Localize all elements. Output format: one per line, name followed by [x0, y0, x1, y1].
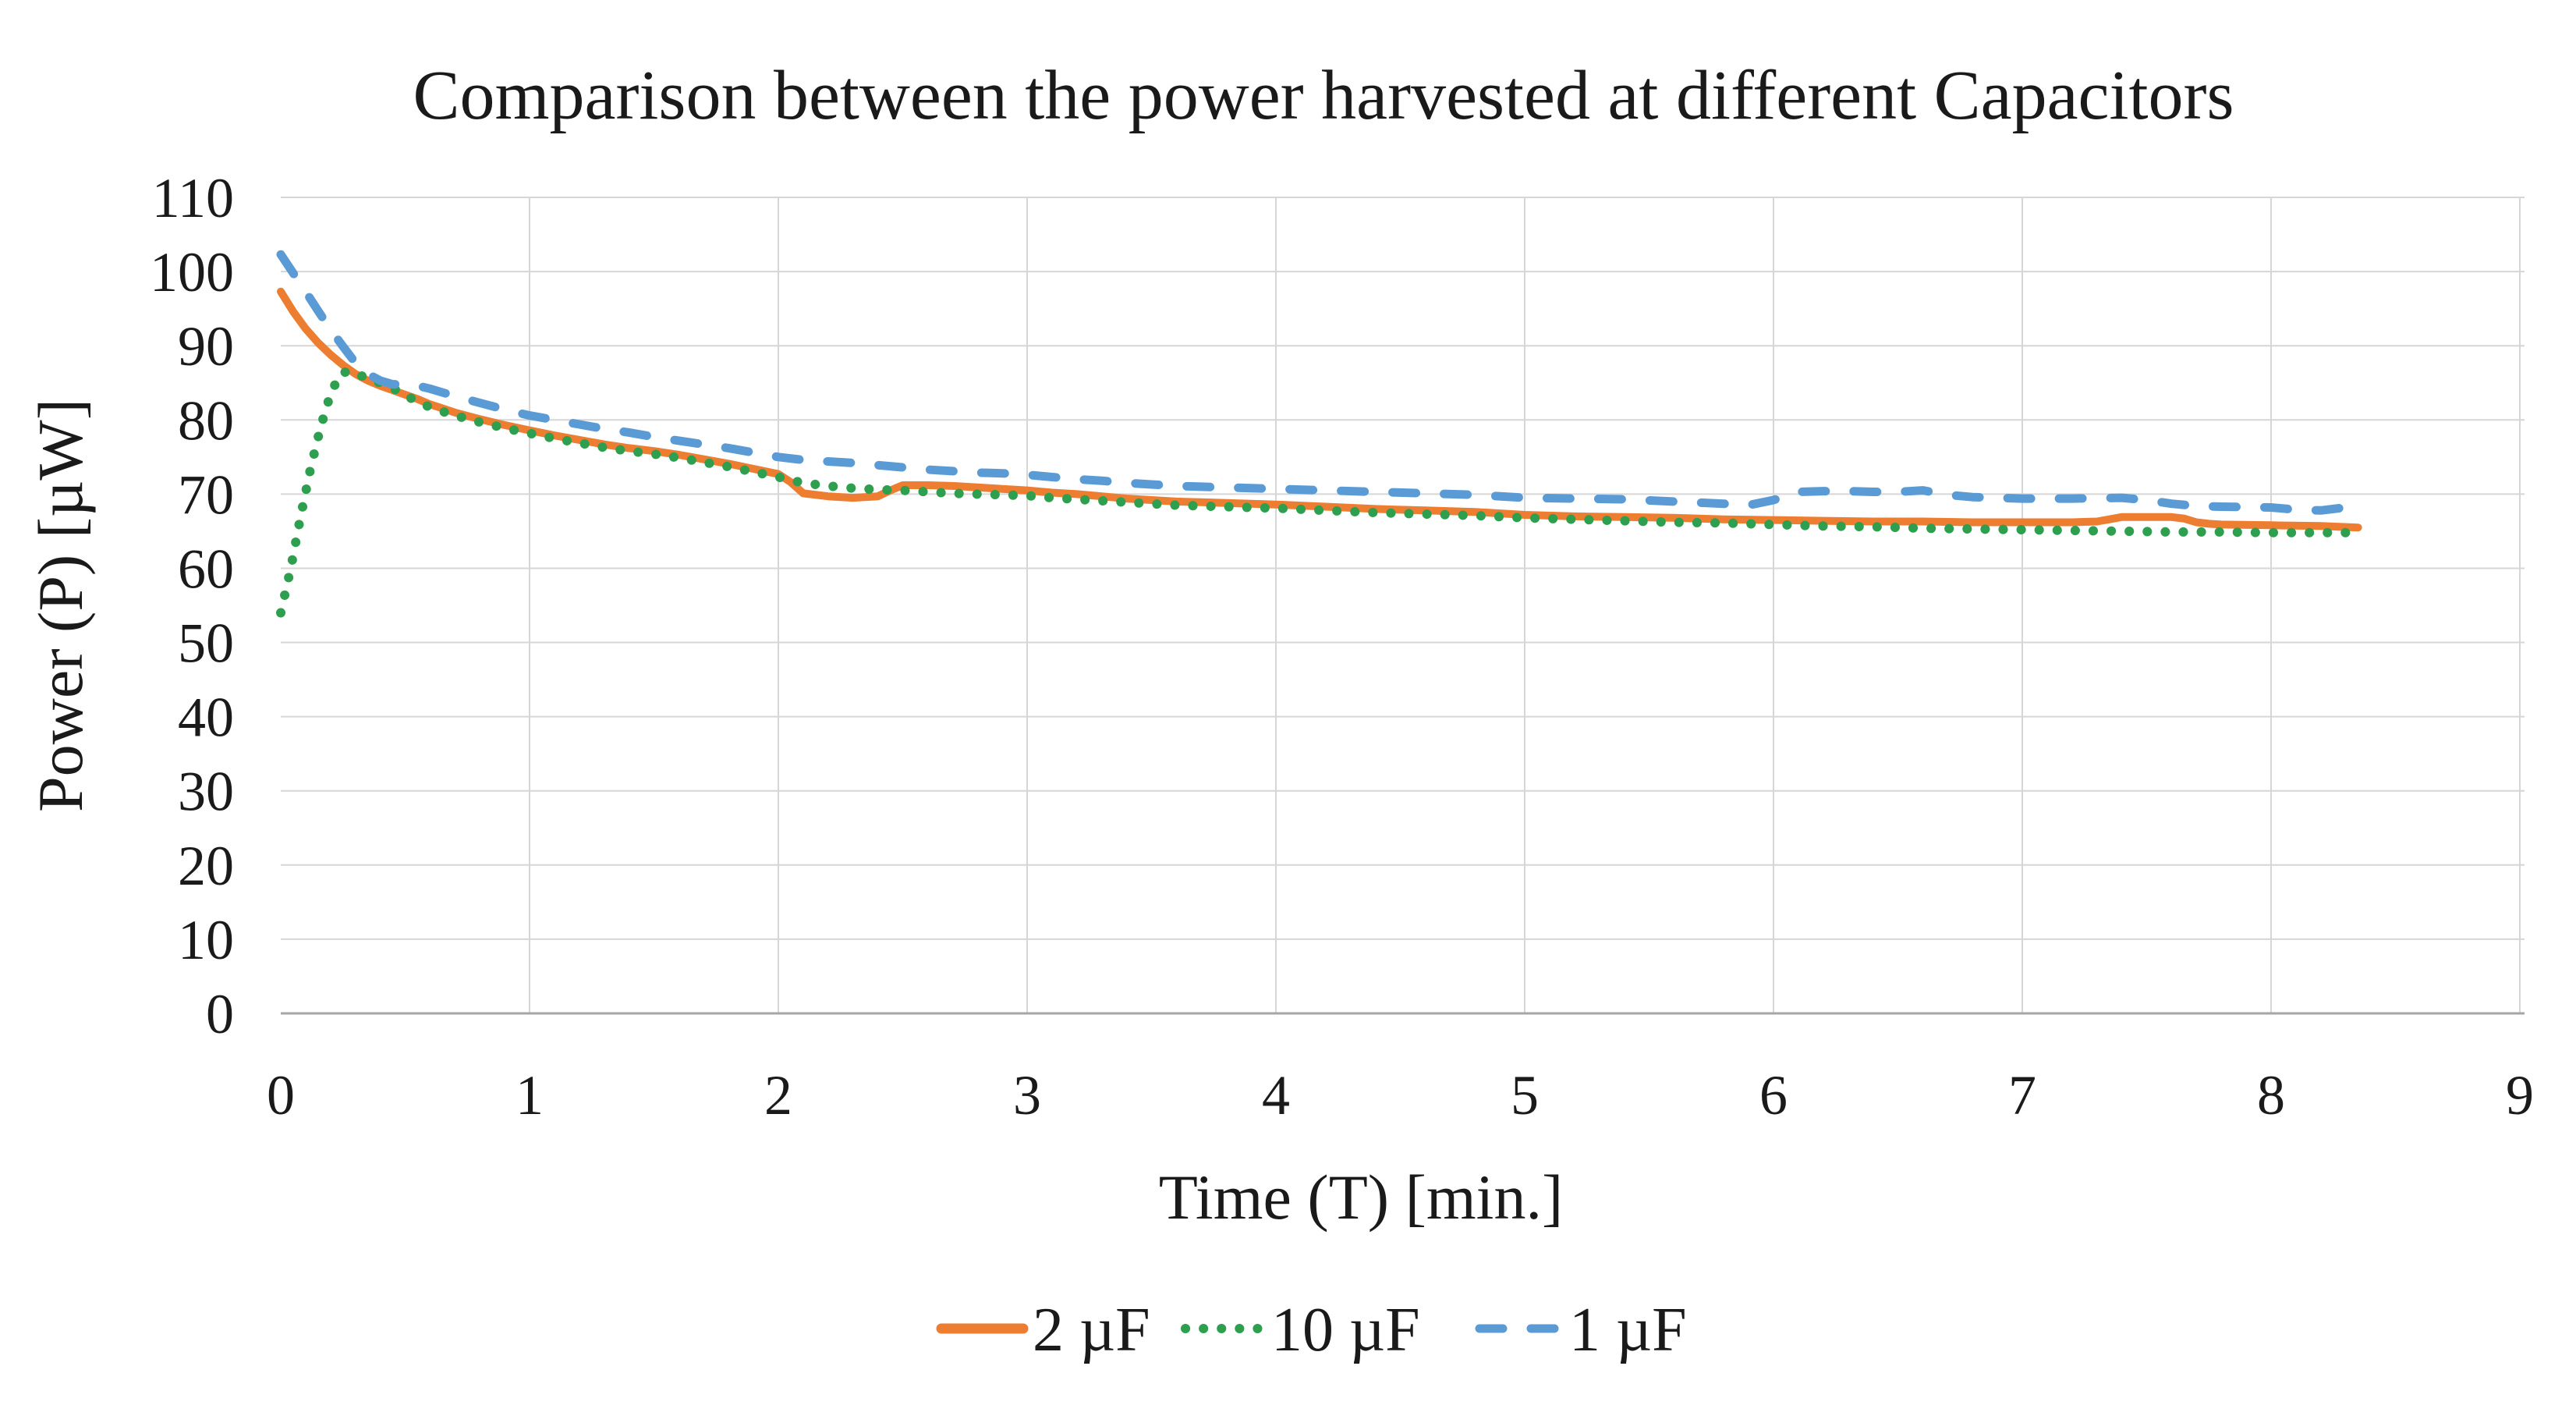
x-tick-label-7: 7: [2008, 1064, 2036, 1126]
legend: 2 µF 10 µF 1 µF: [936, 1296, 1687, 1364]
y-tick-label-100: 100: [150, 241, 234, 303]
x-axis-tick-labels: 0 1 2 3 4 5 6 7 8 9: [267, 1064, 2534, 1126]
y-tick-label-60: 60: [178, 538, 234, 601]
series-line-1µF: [276, 250, 2363, 515]
x-tick-label-5: 5: [1511, 1064, 1539, 1126]
legend-label-10uF: 10 µF: [1271, 1296, 1420, 1364]
y-axis-title: Power (P) [µW]: [25, 399, 96, 812]
x-tick-label-2: 2: [764, 1064, 792, 1126]
x-tick-label-1: 1: [516, 1064, 544, 1126]
series-line-10µF: [276, 366, 2363, 618]
y-tick-label-20: 20: [178, 835, 234, 897]
chart-title: Comparison between the power harvested a…: [413, 57, 2234, 134]
y-axis-tick-labels: 0 10 20 30 40 50 60 70 80 90 100 110: [150, 167, 234, 1045]
x-tick-label-9: 9: [2506, 1064, 2534, 1126]
y-tick-label-110: 110: [152, 167, 234, 229]
y-tick-label-90: 90: [178, 315, 234, 378]
legend-label-2uF: 2 µF: [1033, 1296, 1150, 1364]
x-tick-label-6: 6: [1759, 1064, 1788, 1126]
legend-label-1uF: 1 µF: [1569, 1296, 1687, 1364]
y-tick-label-30: 30: [178, 761, 234, 823]
x-tick-label-0: 0: [267, 1064, 295, 1126]
y-tick-label-50: 50: [178, 612, 234, 675]
y-tick-label-40: 40: [178, 687, 234, 749]
series-line-2µF: [277, 287, 2362, 532]
y-tick-label-10: 10: [178, 909, 234, 971]
y-tick-label-70: 70: [178, 463, 234, 526]
data-series: [276, 250, 2363, 618]
y-tick-label-80: 80: [178, 389, 234, 452]
x-tick-label-8: 8: [2257, 1064, 2285, 1126]
y-tick-label-0: 0: [206, 983, 234, 1045]
gridlines: [281, 197, 2525, 1013]
x-axis-title: Time (T) [min.]: [1159, 1162, 1564, 1233]
x-tick-label-3: 3: [1013, 1064, 1041, 1126]
x-tick-label-4: 4: [1262, 1064, 1290, 1126]
